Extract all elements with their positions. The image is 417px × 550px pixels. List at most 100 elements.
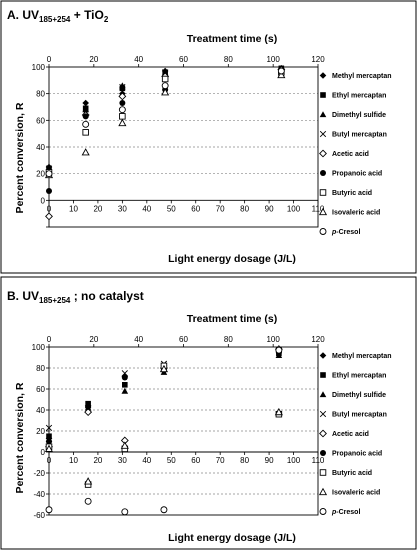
y-tick-label: 20 xyxy=(36,170,45,179)
data-point xyxy=(81,148,90,156)
y-tick-label: 40 xyxy=(36,406,45,415)
data-point xyxy=(44,444,54,452)
data-point xyxy=(121,374,128,381)
data-point xyxy=(82,106,89,113)
panel-b-plot-area: 0 10 20 30 40 50 60 70 80 90 100 110 0 20 40 60 80 100 120… xyxy=(32,335,326,520)
legend-item: Propanoic acid xyxy=(320,170,382,178)
panel-a-x-title: Light energy dosage (J/L) xyxy=(168,253,296,265)
y-tick-label: 60 xyxy=(36,385,45,394)
legend-marker xyxy=(319,72,327,79)
legend-item: Butyric acid xyxy=(319,469,372,477)
panel-b-y-title: Percent conversion, R xyxy=(14,382,26,493)
legend-label: Butyl mercaptan xyxy=(332,132,387,139)
data-point xyxy=(121,508,129,516)
x2-tick-label: 20 xyxy=(89,55,98,64)
data-point xyxy=(119,85,126,92)
legend-marker xyxy=(319,508,327,515)
legend-label: Ethyl mercaptan xyxy=(332,373,386,380)
legend-marker xyxy=(319,429,327,438)
data-point xyxy=(161,75,169,83)
x-tick-label: 40 xyxy=(142,456,151,465)
legend-item: Butyl mercaptan xyxy=(319,410,387,419)
panel-a-x2-title: Treatment time (s) xyxy=(187,33,277,45)
x2-tick-label: 0 xyxy=(47,335,52,344)
data-point xyxy=(275,346,283,354)
panel-b-x-title: Light energy dosage (J/L) xyxy=(168,532,296,544)
data-point xyxy=(85,403,92,410)
legend-marker xyxy=(319,391,327,398)
data-point xyxy=(85,400,91,407)
x-tick-label: 50 xyxy=(167,456,176,465)
data-point xyxy=(161,82,169,90)
y-tick-label: 20 xyxy=(36,427,45,436)
data-point xyxy=(119,113,126,120)
data-point xyxy=(82,120,90,128)
y-tick-label: 40 xyxy=(36,143,45,152)
legend-item: Isovaleric acid xyxy=(318,207,380,217)
data-point xyxy=(122,382,128,388)
legend-item: Ethyl mercaptan xyxy=(320,92,386,100)
x2-tick-label: 100 xyxy=(266,55,280,64)
panel-b-legend: Methyl mercaptan Ethyl mercaptan Dimethyl … xyxy=(318,352,392,516)
legend-marker xyxy=(319,111,327,118)
x-tick-label: 90 xyxy=(265,204,274,213)
panel-b-title: B. UV185+254 ; no catalyst xyxy=(7,289,144,305)
data-point xyxy=(82,129,89,136)
x2-tick-label: 120 xyxy=(311,335,325,344)
x2-tick-label: 40 xyxy=(134,335,143,344)
data-point xyxy=(84,497,92,505)
y-tick-label: 100 xyxy=(32,343,46,352)
data-point xyxy=(46,438,52,445)
data-point xyxy=(121,387,129,394)
data-point xyxy=(46,188,52,194)
legend-item: Propanoic acid xyxy=(320,450,382,458)
panel-a-plot-area: 0 10 20 30 40 50 60 70 80 90 100 110 0 20 40 60 80 100 120… xyxy=(32,55,325,228)
x2-tick-label: 40 xyxy=(134,55,143,64)
data-point xyxy=(45,506,53,514)
legend-label: Butyric acid xyxy=(332,190,372,197)
legend-item: p-Cresol xyxy=(319,508,360,516)
y-tick-label: 0 xyxy=(41,196,46,205)
data-point xyxy=(119,83,126,91)
legend-label: Isovaleric acid xyxy=(332,490,380,497)
data-point xyxy=(277,67,285,75)
data-point xyxy=(82,99,89,107)
x-tick-label: 80 xyxy=(240,456,249,465)
data-point xyxy=(118,106,126,114)
x2-tick-label: 80 xyxy=(224,335,233,344)
data-point xyxy=(118,92,127,101)
data-point xyxy=(160,506,168,514)
panel-a: A. UV185+254 + TiO2 Treatment time (s) L… xyxy=(0,0,417,274)
legend-label: Propanoic acid xyxy=(332,451,382,458)
legend-item: p-Cresol xyxy=(319,228,360,236)
legend-marker xyxy=(319,352,327,359)
x-tick-label: 110 xyxy=(312,204,325,213)
data-point xyxy=(119,82,126,89)
panel-b: B. UV185+254 ; no catalyst Treatment tim… xyxy=(0,276,417,550)
data-point xyxy=(118,118,127,127)
legend-marker xyxy=(319,189,327,196)
data-point xyxy=(120,441,129,449)
panel-a-y-title: Percent conversion, R xyxy=(14,102,26,213)
data-point xyxy=(84,477,93,485)
legend-item: Isovaleric acid xyxy=(318,487,380,497)
data-point xyxy=(161,88,170,96)
legend-label: Dimethyl sulfide xyxy=(332,392,386,399)
legend-item: Acetic acid xyxy=(319,149,369,158)
data-point xyxy=(82,113,89,120)
x-tick-label: 110 xyxy=(312,456,325,465)
legend-marker xyxy=(320,92,326,98)
x-tick-label: 30 xyxy=(118,204,127,213)
y-tick-label: 80 xyxy=(36,364,45,373)
x2-tick-label: 60 xyxy=(179,335,188,344)
legend-marker xyxy=(320,450,326,456)
y-tick-label: 60 xyxy=(36,116,45,125)
legend-marker xyxy=(318,207,328,216)
legend-item: Dimethyl sulfide xyxy=(319,391,386,399)
legend-marker xyxy=(319,130,327,138)
legend-marker xyxy=(319,228,327,235)
data-point xyxy=(274,407,283,416)
legend-label: Butyl mercaptan xyxy=(332,412,387,419)
legend-label: Methyl mercaptan xyxy=(332,73,392,80)
